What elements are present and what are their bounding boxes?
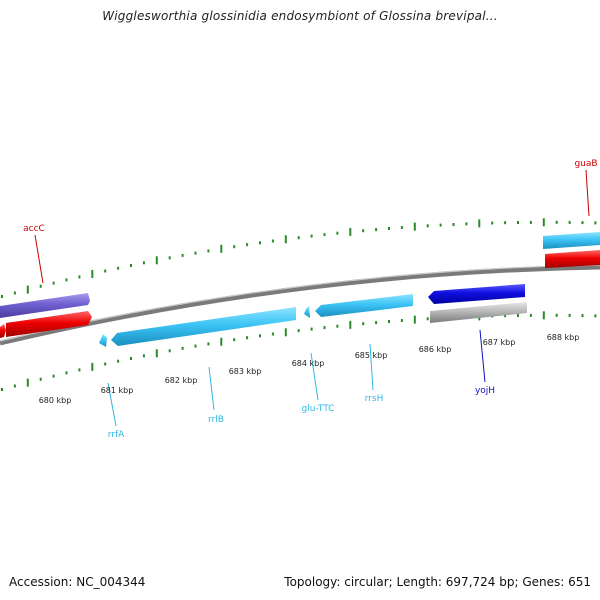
kbp-label-682: 682 kbp [165, 376, 198, 385]
map-title: Wigglesworthia glossinidia endosymbiont … [102, 9, 498, 23]
gene-label-rrfA: rrfA [108, 430, 125, 440]
gene-rrsH-arrow[interactable] [315, 294, 413, 317]
gene-guaB-arrow[interactable] [543, 232, 600, 249]
leader-accC [34, 234, 44, 284]
kbp-label-680: 680 kbp [39, 396, 72, 405]
gene-yojH-arrow[interactable] [428, 284, 525, 304]
outer-tick-row [1, 218, 597, 298]
gene-rrlB-arrow[interactable] [111, 307, 296, 346]
leader-yojH [479, 329, 486, 383]
genome-backbone-highlight [0, 264, 600, 342]
kbp-label-683: 683 kbp [229, 367, 262, 376]
kbp-label-685: 685 kbp [355, 351, 388, 360]
inner-tick-row [1, 311, 597, 391]
kbp-label-688: 688 kbp [547, 333, 580, 342]
gene-label-yojH: yojH [475, 386, 495, 396]
gene-red-forward-2[interactable] [545, 250, 600, 268]
kbp-label-687: 687 kbp [483, 338, 516, 347]
leader-rrlB [208, 366, 215, 411]
gene-grey-feature[interactable] [430, 302, 527, 323]
gene-accC-arrow[interactable] [0, 293, 90, 318]
kbp-label-686: 686 kbp [419, 345, 452, 354]
kbp-label-681: 681 kbp [101, 386, 134, 395]
gene-red-forward-1[interactable] [6, 311, 92, 337]
gene-label-guaB: guaB [574, 159, 597, 169]
gene-glu-TTC-arrow[interactable] [304, 306, 310, 318]
kbp-label-684: 684 kbp [292, 359, 325, 368]
leader-glu-TTC [310, 352, 319, 401]
kbp-tick-labels: 680 kbp 681 kbp 682 kbp 683 kbp 684 kbp 685 k… [39, 333, 580, 405]
gene-rrfA-arrow[interactable] [99, 334, 107, 347]
gene-label-rrlB: rrlB [208, 415, 224, 425]
gene-label-rrsH: rrsH [365, 394, 384, 404]
genome-summary: Topology: circular; Length: 697,724 bp; … [284, 575, 591, 589]
accession-label: Accession: NC_004344 [9, 575, 146, 589]
leader-rrfA [107, 382, 117, 427]
leader-guaB [585, 169, 590, 217]
gene-label-glu-TTC: glu-TTC [302, 404, 335, 414]
gene-red-forward-left[interactable] [0, 324, 6, 338]
gene-label-accC: accC [23, 224, 45, 234]
leader-rrsH [369, 343, 374, 391]
